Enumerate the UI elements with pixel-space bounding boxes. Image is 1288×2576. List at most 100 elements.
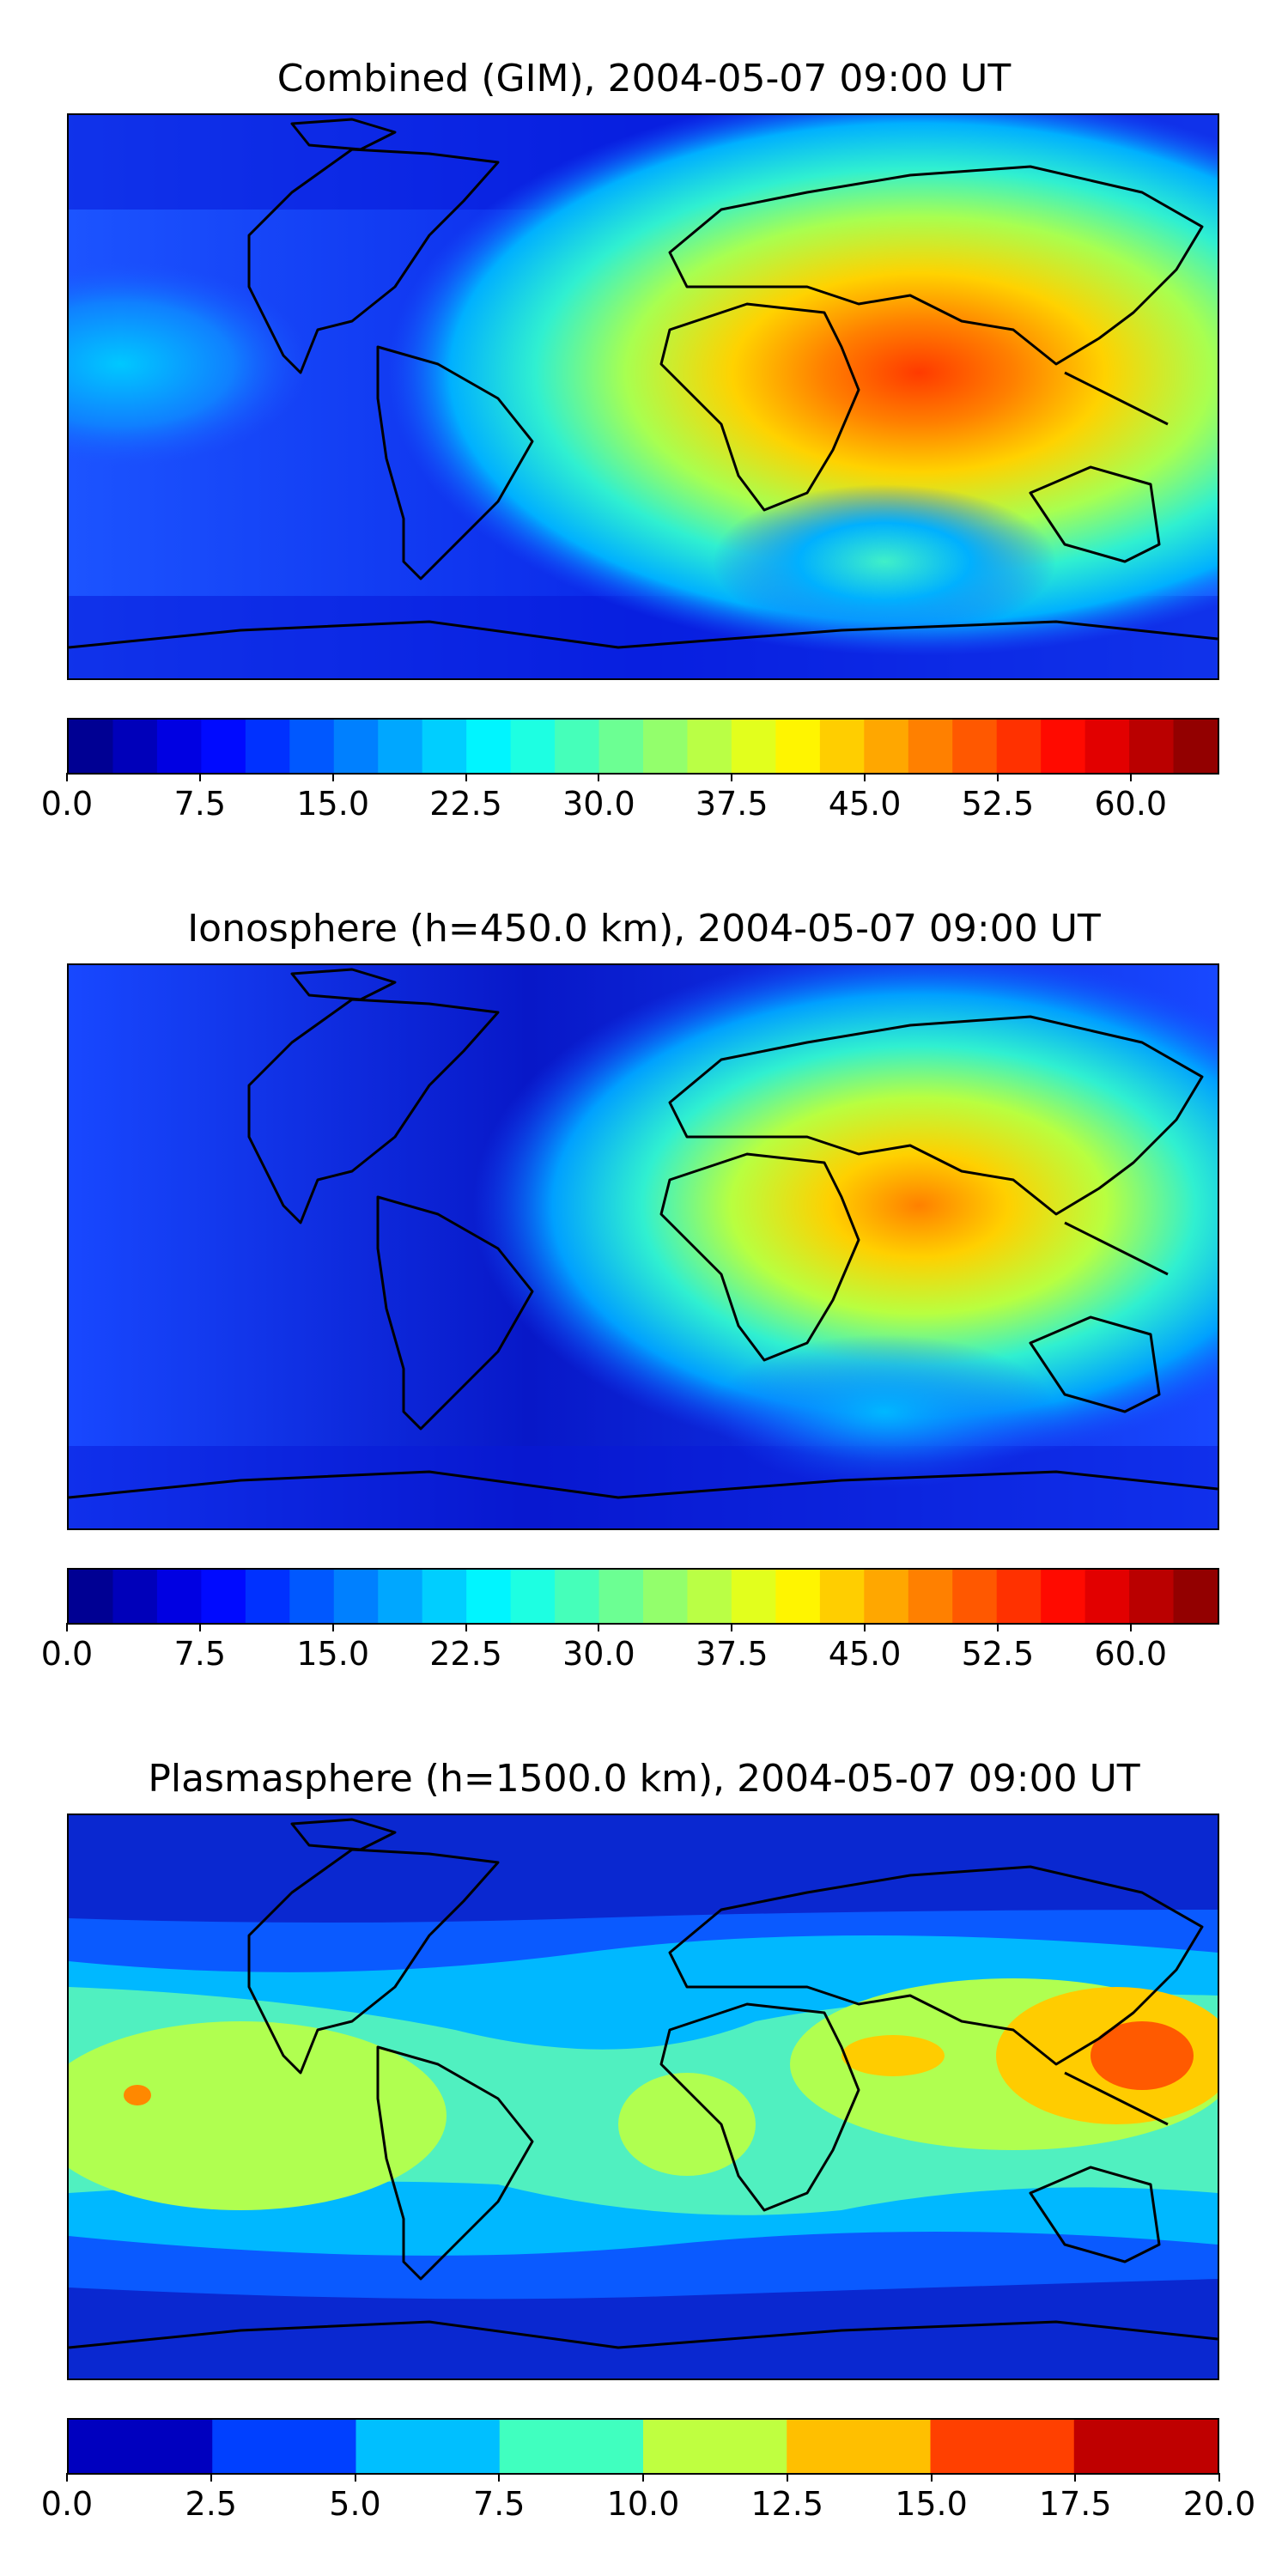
colorbar-level	[731, 1570, 776, 1623]
colorbar-level	[908, 720, 953, 773]
colorbar-level	[819, 1570, 865, 1623]
colorbar-tick	[598, 773, 600, 781]
colorbar-tick	[1218, 2473, 1220, 2482]
colorbar-tick	[331, 773, 334, 781]
colorbar-tick-label: 0.0	[40, 785, 94, 823]
colorbar-tick-label: 20.0	[1182, 2485, 1256, 2523]
colorbar-level	[643, 2420, 787, 2473]
colorbar-tick	[498, 2473, 501, 2482]
colorbar-level	[731, 720, 776, 773]
colorbar-tick-label: 60.0	[1094, 785, 1168, 823]
panel1-colorbar-ticks: 0.0 7.5 15.0 22.5 30.0 37.5 45.0 52.5 60.0	[41, 773, 1219, 824]
colorbar-tick-label: 17.5	[1038, 2485, 1112, 2523]
panel2-colorbar	[67, 1568, 1219, 1625]
colorbar-tick	[198, 773, 201, 781]
colorbar-level	[930, 2420, 1075, 2473]
coastlines	[69, 968, 1218, 1499]
colorbar-tick	[731, 1623, 733, 1631]
colorbar-level	[355, 2420, 501, 2473]
colorbar-level	[598, 720, 644, 773]
colorbar-tick-label: 0.0	[40, 2485, 94, 2523]
colorbar-tick	[210, 2473, 212, 2482]
colorbar-level	[69, 1570, 114, 1623]
colorbar-tick	[864, 773, 866, 781]
colorbar-tick-label: 60.0	[1094, 1635, 1168, 1673]
colorbar-level	[156, 1570, 202, 1623]
colorbar-tick	[930, 2473, 933, 2482]
colorbar-level	[378, 1570, 423, 1623]
colorbar-level	[156, 720, 202, 773]
colorbar-tick-label: 7.5	[173, 1635, 227, 1673]
colorbar-level	[1073, 2420, 1218, 2473]
colorbar-level	[112, 720, 158, 773]
colorbar-level	[289, 720, 335, 773]
colorbar-tick	[331, 1623, 334, 1631]
colorbar-tick	[996, 773, 999, 781]
panel1-title: Combined (GIM), 2004-05-07 09:00 UT	[276, 57, 1012, 100]
colorbar-tick	[465, 1623, 467, 1631]
panel3-title: Plasmasphere (h=1500.0 km), 2004-05-07 0…	[148, 1757, 1140, 1801]
colorbar-level	[333, 1570, 379, 1623]
colorbar-tick-label: 37.5	[695, 785, 769, 823]
colorbar-tick	[66, 2473, 68, 2482]
colorbar-level	[422, 720, 467, 773]
colorbar-tick	[1129, 1623, 1132, 1631]
colorbar-level	[212, 2420, 357, 2473]
colorbar-level	[775, 720, 821, 773]
colorbar-tick-label: 52.5	[961, 785, 1035, 823]
colorbar-level	[422, 1570, 467, 1623]
colorbar-level	[996, 720, 1042, 773]
colorbar-tick-label: 7.5	[473, 2485, 526, 2523]
colorbar-level	[69, 2420, 213, 2473]
coastlines	[69, 1818, 1218, 2349]
colorbar-level	[1129, 1570, 1175, 1623]
colorbar-tick-label: 22.5	[429, 785, 502, 823]
colorbar-level	[510, 1570, 556, 1623]
colorbar-tick	[598, 1623, 600, 1631]
colorbar-tick	[1074, 2473, 1077, 2482]
colorbar-level	[1041, 1570, 1086, 1623]
colorbar-tick	[864, 1623, 866, 1631]
colorbar-tick-label: 15.0	[296, 785, 369, 823]
colorbar-tick-label: 30.0	[562, 1635, 635, 1673]
colorbar-level	[466, 720, 512, 773]
colorbar-level	[333, 720, 379, 773]
colorbar-tick-label: 7.5	[173, 785, 227, 823]
colorbar-level	[1084, 720, 1130, 773]
panel3-colorbar	[67, 2418, 1219, 2475]
colorbar-level	[864, 1570, 909, 1623]
colorbar-level	[643, 720, 689, 773]
colorbar-level	[952, 720, 998, 773]
colorbar-level	[245, 1570, 290, 1623]
colorbar-tick-label: 10.0	[606, 2485, 680, 2523]
colorbar-level	[499, 2420, 644, 2473]
coastlines	[69, 118, 1218, 649]
colorbar-tick-label: 52.5	[961, 1635, 1035, 1673]
colorbar-level	[598, 1570, 644, 1623]
panel3-colorbar-ticks: 0.0 2.5 5.0 7.5 10.0 12.5 15.0 17.5 20.0	[41, 2473, 1255, 2524]
colorbar-level	[1084, 1570, 1130, 1623]
colorbar-level	[775, 1570, 821, 1623]
panel3-map	[67, 1814, 1219, 2380]
colorbar-tick	[786, 2473, 788, 2482]
panel2-colorbar-ticks: 0.0 7.5 15.0 22.5 30.0 37.5 45.0 52.5 60.0	[41, 1623, 1219, 1674]
colorbar-tick	[465, 773, 467, 781]
colorbar-level	[245, 720, 290, 773]
colorbar-level	[555, 1570, 600, 1623]
colorbar-tick-label: 30.0	[562, 785, 635, 823]
colorbar-tick-label: 0.0	[40, 1635, 94, 1673]
colorbar-tick-label: 12.5	[750, 2485, 824, 2523]
colorbar-tick-label: 45.0	[828, 1635, 902, 1673]
panel2-map	[67, 963, 1219, 1530]
colorbar-level	[466, 1570, 512, 1623]
colorbar-level	[378, 720, 423, 773]
colorbar-tick	[731, 773, 733, 781]
colorbar-level	[787, 2420, 932, 2473]
colorbar-level	[819, 720, 865, 773]
colorbar-tick-label: 5.0	[329, 2485, 381, 2523]
colorbar-tick	[1129, 773, 1132, 781]
panel1-colorbar	[67, 718, 1219, 775]
colorbar-tick	[354, 2473, 356, 2482]
colorbar-level	[643, 1570, 689, 1623]
colorbar-level	[201, 1570, 246, 1623]
